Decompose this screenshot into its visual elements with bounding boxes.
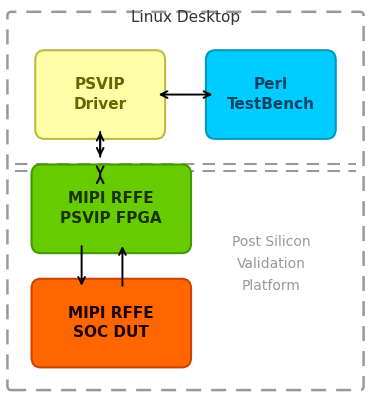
Text: Perl
TestBench: Perl TestBench	[227, 77, 315, 112]
FancyBboxPatch shape	[32, 165, 191, 253]
Text: MIPI RFFE
PSVIP FPGA: MIPI RFFE PSVIP FPGA	[60, 191, 162, 226]
FancyBboxPatch shape	[32, 279, 191, 367]
FancyBboxPatch shape	[7, 12, 364, 390]
Text: PSVIP
Driver: PSVIP Driver	[73, 77, 127, 112]
FancyBboxPatch shape	[206, 50, 336, 139]
Text: Linux Desktop: Linux Desktop	[131, 10, 240, 25]
Text: MIPI RFFE
SOC DUT: MIPI RFFE SOC DUT	[69, 306, 154, 340]
Text: Post Silicon
Validation
Platform: Post Silicon Validation Platform	[232, 235, 310, 293]
FancyBboxPatch shape	[35, 50, 165, 139]
